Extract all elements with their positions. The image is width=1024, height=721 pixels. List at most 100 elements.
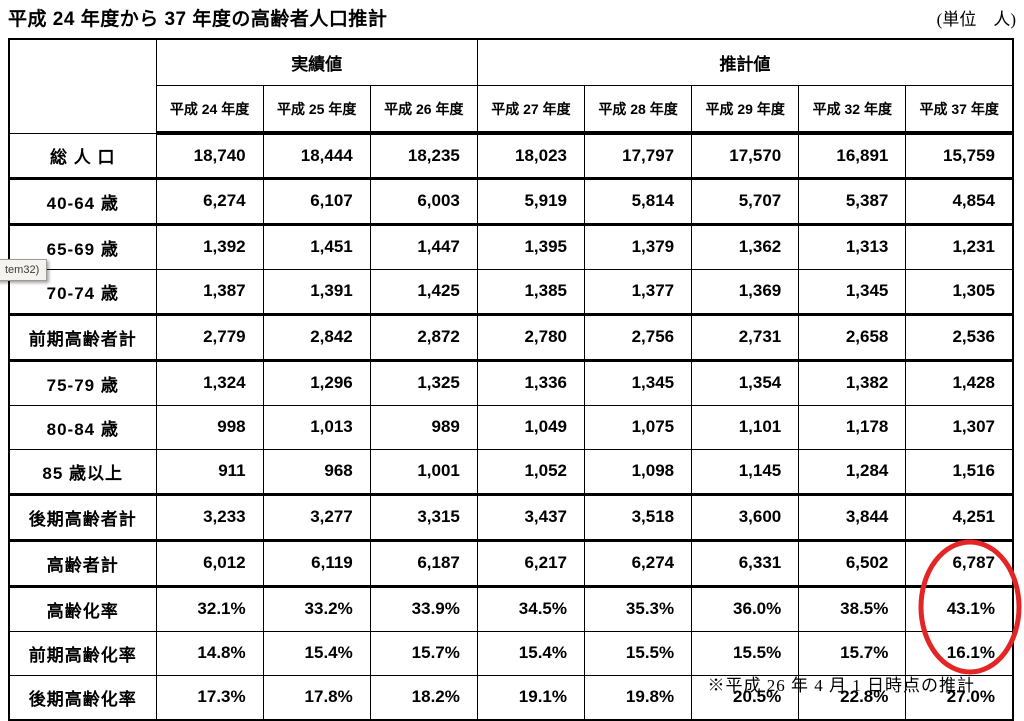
row-label: 前期高齢化率 [8,630,157,676]
group-header-actual: 実績値 [155,38,478,86]
cell-value: 18.2% [369,674,478,720]
cell-value: 2,756 [583,313,693,362]
cell-value: 15.5% [691,630,800,676]
cell-value: 3,600 [691,493,800,542]
cell-value: 18,023 [476,132,586,180]
row-label: 80-84 歳 [8,404,157,450]
year-header: 平成 37 年度 [905,85,1014,135]
cell-value: 15,759 [905,132,1014,180]
cell-value: 43.1% [905,585,1014,632]
cell-value: 15.4% [262,630,371,676]
cell-value: 15.4% [476,630,586,676]
cell-value: 1,145 [691,448,800,496]
cell-value: 6,003 [369,177,478,226]
cell-value: 18,740 [155,132,264,180]
row-label: 総 人 口 [8,132,157,180]
cell-value: 1,325 [369,359,478,406]
cell-value: 33.9% [369,585,478,632]
cell-value: 1,395 [476,223,586,270]
year-header: 平成 25 年度 [262,85,371,135]
cell-value: 33.2% [262,585,371,632]
cell-value: 16,891 [798,132,907,180]
cell-value: 1,377 [583,268,693,316]
cell-value: 2,658 [798,313,907,362]
cell-value: 14.8% [155,630,264,676]
unit-note: (単位 人) [936,10,1016,29]
cell-value: 17.3% [155,674,264,720]
table-row: 前期高齢化率 14.8% 15.4% 15.7% 15.4% 15.5% 15.5% 15.7… [8,630,1014,676]
row-label: 75-79 歳 [8,359,157,406]
table-row: 70-74 歳 1,387 1,391 1,425 1,385 1,377 1,369 1,3… [8,268,1014,316]
cell-value: 1,284 [798,448,907,496]
cell-value: 5,707 [691,177,800,226]
cell-value: 3,437 [476,493,586,542]
year-header: 平成 26 年度 [369,85,478,135]
table-row: 85 歳以上 911 968 1,001 1,052 1,098 1,145 1,284 1,5… [8,448,1014,496]
table-row: 総 人 口 18,740 18,444 18,235 18,023 17,797 17,57… [8,132,1014,180]
table-row: 前期高齢者計 2,779 2,842 2,872 2,780 2,756 2,731 2,65… [8,313,1014,362]
population-projection-table: 実績値 推計値 平成 24 年度 平成 25 年度 平成 26 年度 平成 27 年度… [8,38,1014,721]
cell-value: 15.5% [583,630,693,676]
cell-value: 1,391 [262,268,371,316]
cell-value: 1,075 [583,404,693,450]
row-label: 70-74 歳 [8,268,157,316]
table-row: 80-84 歳 998 1,013 989 1,049 1,075 1,101 1,178 1,… [8,404,1014,450]
cell-value: 1,336 [476,359,586,406]
page-title: 平成 24 年度から 37 年度の高齢者人口推計 [8,9,388,30]
cell-value: 2,779 [155,313,264,362]
cell-value: 3,518 [583,493,693,542]
year-header: 平成 27 年度 [476,85,586,135]
year-header: 平成 28 年度 [583,85,693,135]
row-label: 85 歳以上 [8,448,157,496]
cell-value: 4,251 [905,493,1014,542]
cell-value: 36.0% [691,585,800,632]
table-row: 後期高齢者計 3,233 3,277 3,315 3,437 3,518 3,600 3,84… [8,493,1014,542]
cell-value: 1,345 [583,359,693,406]
cell-value: 2,780 [476,313,586,362]
cell-value: 19.1% [476,674,586,720]
cell-value: 1,324 [155,359,264,406]
cell-value: 15.7% [369,630,478,676]
cell-value: 6,787 [905,539,1014,588]
cell-value: 1,013 [262,404,371,450]
cell-value: 1,379 [583,223,693,270]
row-label: 40-64 歳 [8,177,157,226]
cell-value: 2,842 [262,313,371,362]
table-header: 実績値 推計値 平成 24 年度 平成 25 年度 平成 26 年度 平成 27 年度… [8,38,1014,135]
cell-value: 16.1% [905,630,1014,676]
cell-value: 2,731 [691,313,800,362]
cell-value: 6,331 [691,539,800,588]
cell-value: 1,098 [583,448,693,496]
cell-value: 1,392 [155,223,264,270]
cell-value: 6,274 [583,539,693,588]
cell-value: 17,797 [583,132,693,180]
group-header-row: 実績値 推計値 [8,38,1014,134]
cell-value: 1,305 [905,268,1014,316]
cell-value: 1,049 [476,404,586,450]
cell-value: 34.5% [476,585,586,632]
cell-value: 1,382 [798,359,907,406]
year-header: 平成 32 年度 [798,85,907,135]
cell-value: 1,313 [798,223,907,270]
year-header: 平成 24 年度 [155,85,264,135]
year-header-row: 平成 24 年度 平成 25 年度 平成 26 年度 平成 27 年度 平成 28 年度… [9,85,1014,135]
cell-value: 6,502 [798,539,907,588]
row-label: 後期高齢者計 [8,493,157,542]
cell-value: 6,217 [476,539,586,588]
cell-value: 17,570 [691,132,800,180]
cell-value: 6,107 [262,177,371,226]
cell-value: 6,274 [155,177,264,226]
row-label: 前期高齢者計 [8,313,157,362]
tooltip: tem32) [0,259,48,281]
cell-value: 6,119 [262,539,371,588]
table-body: 総 人 口 18,740 18,444 18,235 18,023 17,797 17,57… [8,132,1014,720]
year-header: 平成 29 年度 [691,85,800,135]
cell-value: 3,844 [798,493,907,542]
cell-value: 968 [262,448,371,496]
cell-value: 38.5% [798,585,907,632]
cell-value: 19.8% [583,674,693,720]
cell-value: 5,387 [798,177,907,226]
cell-value: 4,854 [905,177,1014,226]
table-row: 高齢化率 32.1% 33.2% 33.9% 34.5% 35.3% 36.0% 38.5% 4… [8,585,1014,632]
cell-value: 1,428 [905,359,1014,406]
